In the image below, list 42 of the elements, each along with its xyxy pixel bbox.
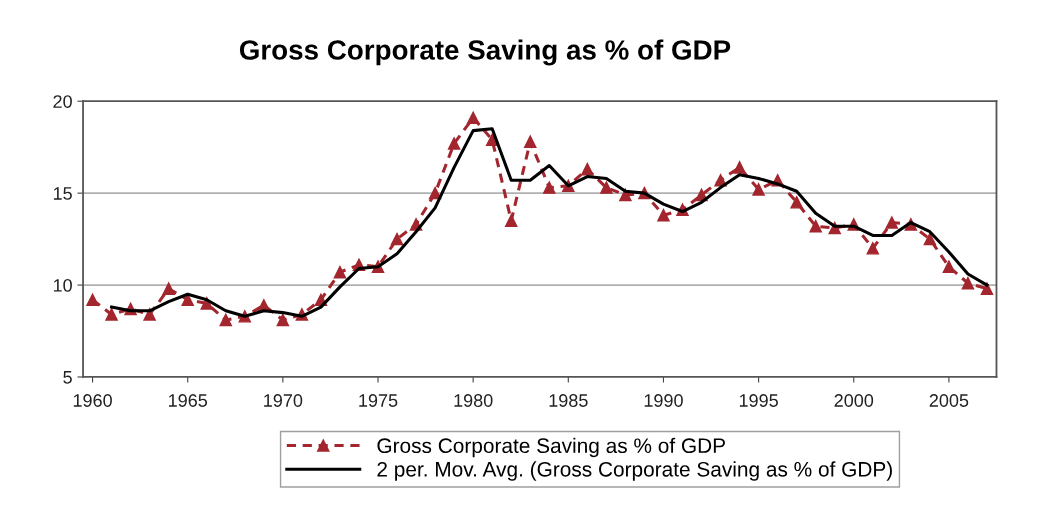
point	[657, 208, 670, 222]
point	[523, 135, 537, 148]
x-tick-label: 1980	[454, 394, 493, 407]
point	[162, 282, 175, 295]
x-tick-label: 2005	[929, 394, 969, 407]
point	[790, 196, 803, 209]
x-tick-label: 2000	[834, 394, 874, 407]
legend-label: Gross Corporate Saving as % of GDP	[377, 437, 725, 458]
x-tick-label: 1965	[169, 394, 208, 407]
y-tick-label: 5	[63, 371, 72, 384]
point	[942, 260, 956, 273]
point	[504, 214, 518, 227]
x-tick-label: 1990	[644, 394, 683, 407]
legend-label: 2 per. Mov. Avg. (Gross Corporate Saving as % of GDP)	[377, 461, 892, 481]
point	[866, 242, 880, 255]
point	[733, 161, 746, 174]
point	[143, 308, 156, 321]
point	[333, 265, 347, 279]
x-tick-label: 1975	[359, 394, 398, 407]
point	[86, 293, 99, 307]
x-tick-label: 1985	[549, 394, 588, 407]
point	[543, 181, 556, 194]
point	[390, 232, 404, 246]
y-tick-label: 15	[53, 187, 72, 200]
point	[581, 162, 594, 176]
point	[219, 313, 233, 327]
point	[466, 111, 480, 124]
point	[447, 137, 461, 150]
point	[961, 276, 975, 290]
point	[752, 183, 765, 196]
point	[885, 216, 899, 229]
point	[809, 219, 822, 233]
point	[600, 181, 613, 194]
point	[276, 313, 290, 327]
x-tick-label: 1970	[264, 394, 303, 407]
y-tick-label: 20	[53, 95, 72, 108]
x-tick-label: 1995	[739, 394, 778, 407]
y-tick-label: 10	[53, 278, 72, 292]
chart-title: Gross Corporate Saving as % of GDP	[239, 39, 731, 66]
point	[105, 308, 118, 321]
x-tick-label: 1960	[73, 394, 112, 407]
point	[923, 232, 937, 246]
